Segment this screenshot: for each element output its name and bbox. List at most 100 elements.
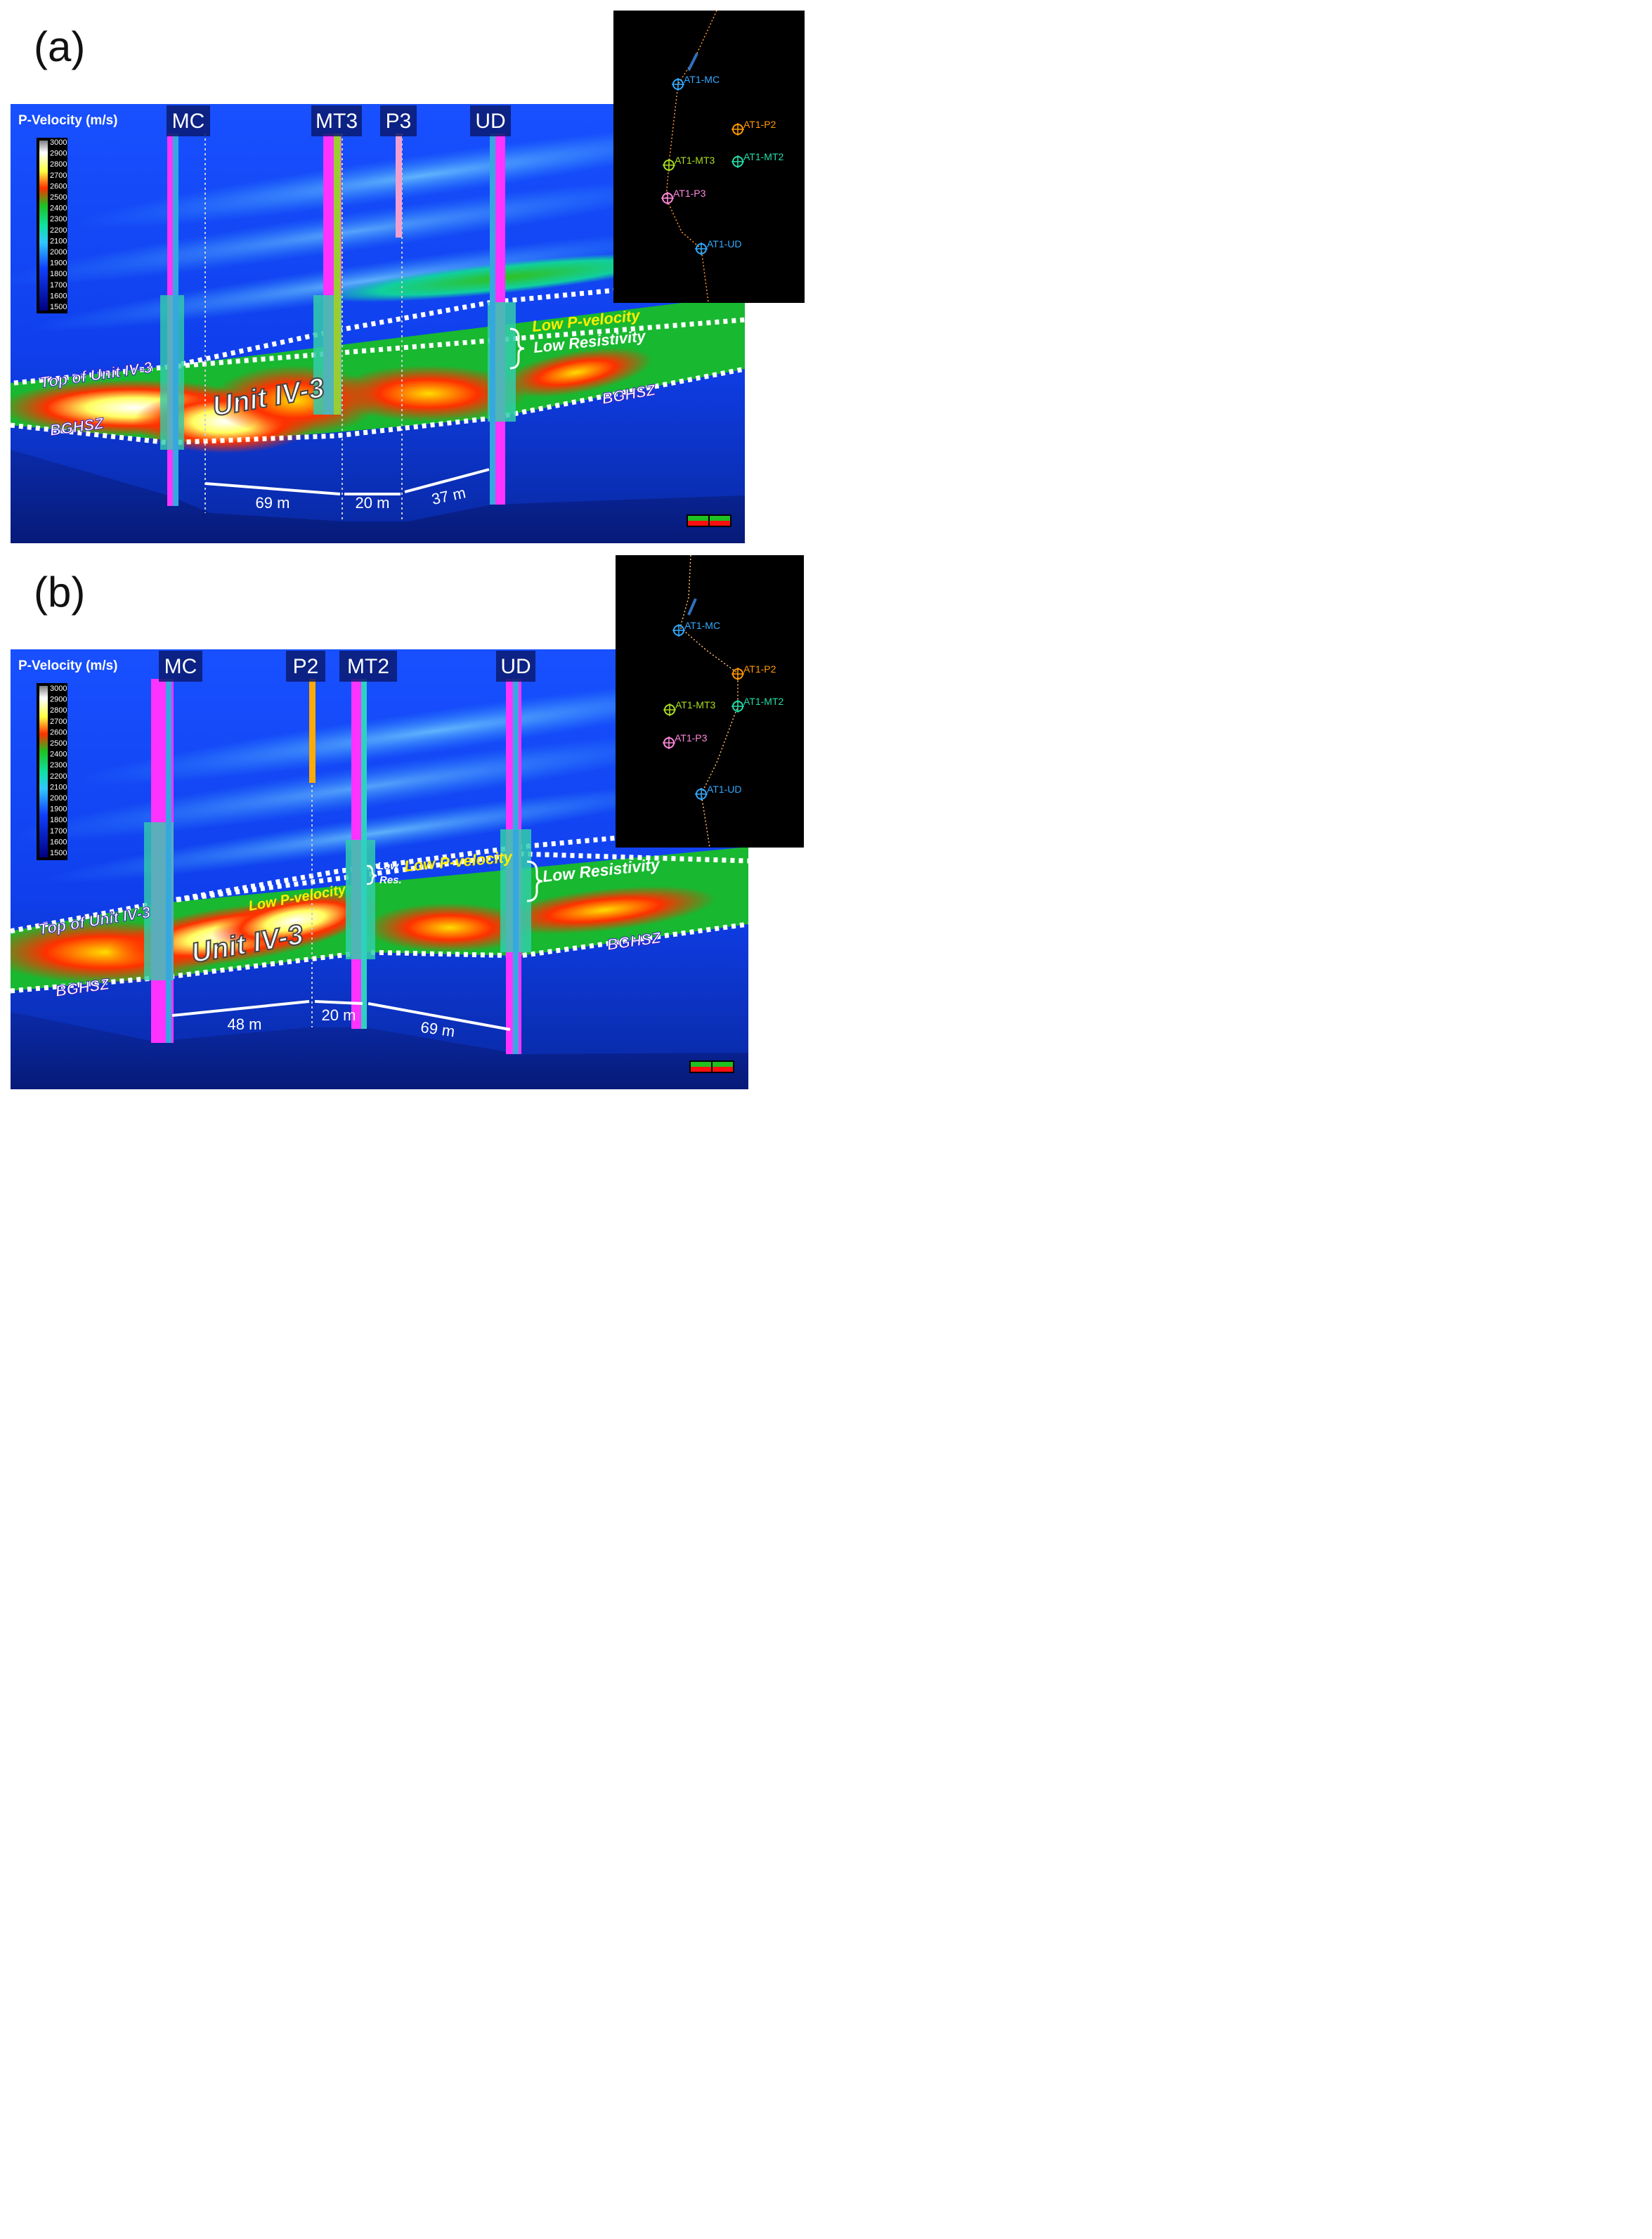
colorbar-title: P-Velocity (m/s) <box>18 658 118 673</box>
well-p3 <box>396 134 402 238</box>
top-of-unit-horizon <box>13 275 745 386</box>
distance-arrow <box>204 482 341 495</box>
resistivity-brace <box>509 327 525 370</box>
well-label-p3: P3 <box>386 110 412 133</box>
colorbar-tick-label: 2600 <box>50 728 67 736</box>
map-point-crosshair <box>695 242 708 255</box>
panel-a-section <box>11 104 745 543</box>
map-point-label: AT1-UD <box>707 784 742 795</box>
cyan-streak <box>73 122 745 229</box>
distance-arrow <box>314 1000 363 1005</box>
colorbar-tick-label: 1700 <box>50 827 67 836</box>
well-label-box <box>496 651 535 682</box>
map-point-crosshair <box>731 700 744 713</box>
colorbar-tick-label: 2300 <box>50 761 67 770</box>
map-inset-a <box>613 10 805 303</box>
resistivity-brace <box>366 864 377 885</box>
colorbar-tick-label: 3000 <box>50 684 67 693</box>
well-mc <box>144 679 174 1043</box>
map-point-label: AT1-MT2 <box>743 151 784 162</box>
well-ud <box>500 679 531 1054</box>
colorbar-tick-label: 1700 <box>50 281 67 290</box>
warm-zone <box>492 885 717 935</box>
well-mt3 <box>313 134 342 415</box>
resistivity-brace <box>526 860 543 902</box>
map-point-crosshair <box>731 123 744 136</box>
colorbar-ticks: 3000 2900 2800 2700 2600 2500 2400 2300 2200 2100… <box>50 138 67 311</box>
map-point-crosshair <box>663 159 675 171</box>
warm-zone <box>500 347 653 398</box>
colorbar-tick-label: 3000 <box>50 138 67 147</box>
colorbar <box>39 686 48 857</box>
distance-label: 20 m <box>322 1006 356 1024</box>
colorbar-tick-label: 1500 <box>50 849 67 857</box>
map-point-label: AT1-MT3 <box>675 699 716 710</box>
map-point-crosshair <box>663 736 675 749</box>
map-point-crosshair <box>672 78 684 91</box>
colorbar-tick-label: 2500 <box>50 193 67 202</box>
map-point-label: AT1-P2 <box>743 119 776 130</box>
low-res-label: Res. <box>379 874 402 886</box>
well-mt2 <box>346 679 375 1029</box>
colorbar-tick-label: 2700 <box>50 718 67 726</box>
map-point-label: AT1-MT2 <box>743 696 784 707</box>
map-point-label: AT1-P2 <box>743 663 776 675</box>
map-point-label: AT1-MC <box>684 74 720 85</box>
map-point-crosshair <box>731 668 744 680</box>
panel-b-letter: (b) <box>34 569 86 616</box>
colorbar-tick-label: 1600 <box>50 292 67 300</box>
colorbar-tick-label: 2000 <box>50 248 67 257</box>
colorbar-tick-label: 1900 <box>50 805 67 814</box>
well-p2 <box>309 679 316 783</box>
cyan-streak <box>31 231 700 332</box>
distance-label: 20 m <box>356 494 390 512</box>
colorbar-tick-label: 2200 <box>50 226 67 235</box>
colorbar-tick-label: 2200 <box>50 772 67 781</box>
map-point-crosshair <box>672 624 685 637</box>
colorbar-tick-label: 2900 <box>50 696 67 704</box>
low-res-label: Low <box>377 860 399 872</box>
well-label-mt3: MT3 <box>316 110 358 133</box>
colorbar-ticks: 3000 2900 2800 2700 2600 2500 2400 2300 2200 2100… <box>50 684 67 857</box>
well-label-box <box>311 105 362 136</box>
cyan-streak <box>45 783 714 883</box>
seafloor-region <box>11 450 745 543</box>
top-of-unit-horizon <box>11 823 748 934</box>
colorbar-tick-label: 2100 <box>50 783 67 791</box>
colorbar-tick-label: 2100 <box>50 237 67 245</box>
well-label-box <box>380 105 417 136</box>
well-label-ud: UD <box>475 110 505 133</box>
distance-arrow <box>368 1002 511 1031</box>
colorbar-tick-label: 1800 <box>50 270 67 278</box>
colorbar-tick-label: 1600 <box>50 838 67 846</box>
warm-zone <box>330 365 527 422</box>
well-mc <box>160 134 184 506</box>
top-of-unit-horizon <box>168 317 745 370</box>
map-point-crosshair <box>695 788 708 800</box>
colorbar-tick-label: 2900 <box>50 150 67 158</box>
colorbar-tick-label: 2500 <box>50 739 67 748</box>
map-point-label: AT1-P3 <box>675 732 708 744</box>
map-point-crosshair <box>731 155 744 168</box>
well-label-box <box>167 105 210 136</box>
colorbar-tick-label: 2400 <box>50 205 67 213</box>
well-label-box <box>286 651 325 682</box>
well-label-box <box>470 105 511 136</box>
distance-label: 48 m <box>228 1015 262 1033</box>
well-label-box <box>159 651 202 682</box>
seafloor-region <box>11 1012 748 1089</box>
distance-arrow <box>171 1000 310 1017</box>
map-point-label: AT1-P3 <box>673 188 706 199</box>
colorbar-tick-label: 2800 <box>50 706 67 715</box>
map-point-crosshair <box>663 703 676 716</box>
distance-label: 69 m <box>256 494 290 512</box>
map-points: AT1-MC AT1-P2 AT1-MT3 AT1-MT2 AT1-P3 AT1-UD <box>661 74 784 255</box>
scale-bar <box>687 514 731 527</box>
green-lens <box>324 253 688 302</box>
colorbar-tick-label: 2000 <box>50 794 67 803</box>
colorbar-title: P-Velocity (m/s) <box>18 113 118 128</box>
colorbar-tick-label: 2700 <box>50 171 67 180</box>
scale-bar <box>689 1060 734 1073</box>
colorbar-tick-label: 1800 <box>50 816 67 824</box>
